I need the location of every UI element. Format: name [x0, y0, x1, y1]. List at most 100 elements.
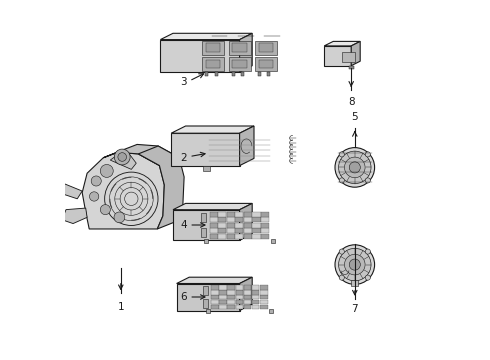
Bar [244, 234, 252, 239]
Polygon shape [176, 277, 252, 284]
Bar [244, 212, 252, 217]
Bar [211, 300, 219, 304]
Polygon shape [240, 33, 252, 72]
Circle shape [365, 275, 370, 280]
Bar [210, 222, 218, 228]
Bar [227, 222, 235, 228]
Bar [202, 41, 224, 54]
Text: 4: 4 [180, 220, 187, 230]
Bar [261, 217, 269, 222]
Bar [258, 72, 261, 76]
Bar [261, 228, 269, 233]
Bar [232, 72, 235, 76]
Circle shape [344, 157, 365, 178]
Bar [255, 41, 277, 54]
Text: 6: 6 [180, 292, 187, 302]
Bar [210, 212, 218, 217]
Bar [235, 222, 244, 228]
Bar [202, 57, 224, 71]
Polygon shape [110, 152, 136, 169]
Bar [220, 300, 227, 304]
Bar [342, 52, 355, 62]
Polygon shape [103, 144, 179, 166]
Bar [236, 285, 243, 290]
Bar [203, 286, 208, 294]
Circle shape [114, 149, 130, 165]
Bar [220, 305, 227, 309]
Bar [236, 295, 243, 300]
Text: 5: 5 [351, 112, 358, 122]
Bar [210, 228, 218, 233]
Polygon shape [324, 41, 360, 46]
Bar [244, 295, 251, 300]
Bar [260, 285, 268, 290]
Bar [220, 285, 227, 290]
Bar [206, 309, 210, 312]
Bar [241, 72, 244, 76]
Bar [210, 234, 218, 239]
Circle shape [90, 192, 99, 201]
Bar [252, 212, 261, 217]
Bar [259, 59, 273, 68]
Polygon shape [138, 146, 184, 229]
Bar [232, 59, 247, 68]
Bar [201, 213, 206, 222]
Bar [351, 280, 358, 287]
Circle shape [339, 248, 371, 281]
Polygon shape [82, 152, 164, 229]
Bar [235, 217, 244, 222]
Circle shape [335, 148, 374, 187]
Bar [252, 228, 261, 233]
Circle shape [365, 249, 370, 254]
Bar [261, 222, 269, 228]
Bar [201, 228, 206, 237]
Polygon shape [240, 126, 254, 166]
Bar [227, 234, 235, 239]
Bar [244, 290, 251, 294]
Circle shape [100, 204, 110, 215]
Bar [206, 59, 220, 68]
Bar [244, 305, 251, 309]
Bar [244, 228, 252, 233]
Bar [210, 217, 218, 222]
Bar [227, 217, 235, 222]
Polygon shape [62, 208, 87, 224]
Circle shape [91, 176, 101, 186]
Text: 7: 7 [351, 304, 358, 314]
Bar [236, 290, 243, 294]
Bar [227, 212, 235, 217]
Bar [260, 290, 268, 294]
Polygon shape [171, 133, 240, 166]
Text: 1: 1 [118, 302, 124, 312]
Circle shape [339, 151, 371, 184]
Polygon shape [173, 210, 240, 240]
Bar [227, 290, 235, 294]
Bar [244, 222, 252, 228]
Bar [204, 239, 208, 243]
Bar [218, 212, 226, 217]
Bar [227, 228, 235, 233]
Bar [218, 222, 226, 228]
Polygon shape [160, 40, 240, 72]
Polygon shape [240, 277, 252, 310]
Text: 3: 3 [180, 77, 187, 87]
Bar [220, 290, 227, 294]
Polygon shape [351, 41, 360, 66]
Circle shape [100, 165, 113, 177]
Circle shape [349, 162, 360, 173]
Bar [211, 285, 219, 290]
Bar [228, 57, 251, 71]
Bar [232, 43, 247, 52]
Bar [211, 295, 219, 300]
Bar [244, 285, 251, 290]
Circle shape [365, 178, 370, 183]
Polygon shape [160, 33, 252, 40]
Bar [218, 234, 226, 239]
Bar [252, 295, 259, 300]
Bar [259, 43, 273, 52]
Bar [255, 57, 277, 71]
Bar [260, 295, 268, 300]
Bar [271, 239, 275, 243]
Polygon shape [240, 203, 252, 240]
Bar [236, 305, 243, 309]
